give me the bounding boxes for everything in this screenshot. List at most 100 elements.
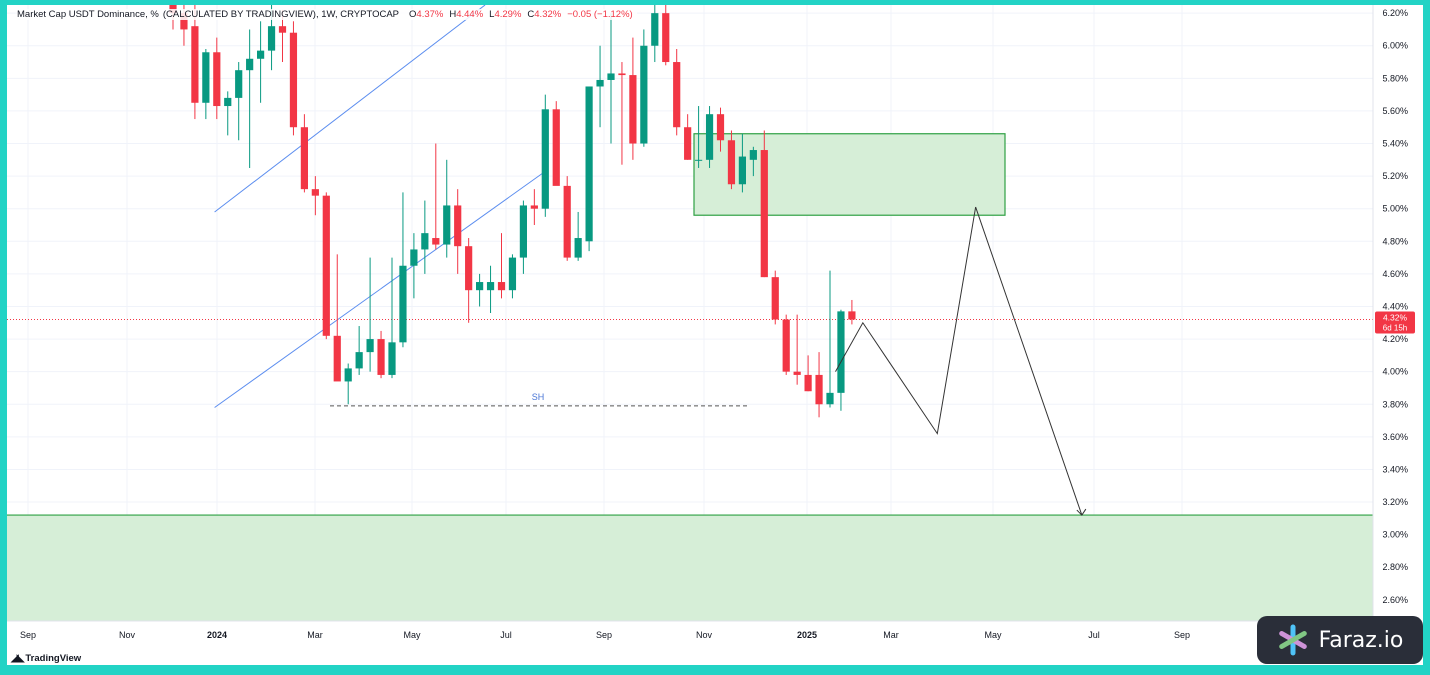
- candle-body: [377, 339, 385, 375]
- candle-body: [815, 374, 823, 405]
- candle-body: [213, 52, 221, 107]
- candle-body: [662, 13, 670, 63]
- candle-body: [289, 32, 298, 128]
- price-tick-label: 5.20%: [1382, 171, 1408, 181]
- price-tick-label: 4.00%: [1382, 367, 1408, 377]
- time-tick-label: Nov: [696, 630, 713, 640]
- price-tick-label: 3.20%: [1382, 497, 1408, 507]
- candle-body: [246, 58, 254, 71]
- close-value: 4.32%: [534, 9, 562, 20]
- candle-body: [782, 319, 790, 372]
- candle-body: [311, 189, 319, 196]
- candle-body: [410, 249, 418, 266]
- tradingview-mark-icon: ◢◣: [11, 653, 24, 664]
- candle-body: [640, 45, 648, 144]
- candle-body: [727, 140, 736, 185]
- candle-body: [476, 282, 484, 291]
- price-tick-label: 4.40%: [1382, 301, 1408, 311]
- tradingview-label: TradingView: [25, 653, 82, 664]
- candle-body: [191, 26, 199, 103]
- projection-path: [835, 206, 1083, 516]
- candle-body: [224, 97, 232, 107]
- price-tick-label: 3.80%: [1382, 399, 1408, 409]
- low-label: L: [489, 9, 495, 20]
- projection-arrowhead: [1076, 508, 1087, 516]
- candle-body: [180, 13, 188, 30]
- candle-body: [267, 26, 276, 51]
- price-tick-label: 2.80%: [1382, 562, 1408, 572]
- candle-body: [684, 127, 692, 160]
- candle-body: [695, 159, 703, 161]
- symbol-source: (CALCULATED BY TRADINGVIEW), 1W, CRYPTOC…: [162, 9, 400, 20]
- candle-body: [486, 282, 495, 291]
- chart-header: Market Cap USDT Dominance, % (CALCULATED…: [17, 9, 637, 20]
- candle-body: [508, 257, 517, 291]
- candle-body: [651, 13, 659, 46]
- candle-body: [344, 368, 352, 382]
- asterisk-logo-icon: [1278, 624, 1307, 656]
- time-tick-label: Jul: [500, 630, 512, 640]
- open-label: O: [409, 9, 417, 20]
- watermark-text: Faraz.io: [1318, 627, 1404, 653]
- chart-frame: SH 6.20% 6.00% 5.80% 5.60% 5.40% 5.20% 5.00% 4.8…: [7, 5, 1423, 665]
- candle-body: [278, 26, 287, 33]
- candle-body: [574, 238, 582, 258]
- time-tick-label: Sep: [1174, 630, 1190, 640]
- candle-body: [705, 114, 714, 160]
- high-label: H: [449, 9, 457, 20]
- price-axis-bg: [1373, 5, 1423, 665]
- last-price-value: 4.32%: [1383, 313, 1408, 323]
- candle-body: [596, 79, 604, 87]
- candle-body: [749, 150, 757, 160]
- price-chart[interactable]: SH 6.20% 6.00% 5.80% 5.60% 5.40% 5.20% 5.00% 4.8…: [7, 5, 1423, 665]
- last-price-badge: [1375, 311, 1415, 334]
- candle-body: [673, 62, 681, 128]
- price-tick-label: 3.00%: [1382, 530, 1408, 540]
- time-tick-label: May: [984, 630, 1002, 640]
- candle-body: [399, 265, 407, 343]
- candle-body: [333, 335, 341, 382]
- close-label: C: [527, 9, 535, 20]
- candle-body: [848, 311, 856, 320]
- candle-body: [716, 114, 725, 141]
- sh-label: SH: [532, 392, 545, 402]
- candle-body: [793, 371, 801, 375]
- time-tick-label: Jul: [1088, 630, 1100, 640]
- candle-body: [837, 311, 845, 393]
- candle-body: [563, 185, 571, 258]
- price-tick-label: 3.60%: [1382, 432, 1408, 442]
- candle-body: [443, 205, 451, 245]
- candle-body: [585, 86, 593, 242]
- price-tick-label: 5.40%: [1382, 139, 1408, 149]
- demand-zone: [7, 515, 1373, 621]
- candle-body: [629, 75, 637, 144]
- candle-body: [257, 50, 265, 59]
- candle-body: [826, 392, 834, 405]
- candle-body: [804, 374, 812, 392]
- faraz-watermark: Faraz.io: [1257, 616, 1423, 664]
- time-tick-label: 2025: [797, 630, 817, 640]
- candle-body: [421, 233, 429, 250]
- candle-body: [497, 282, 506, 291]
- channel-lower-line: [214, 172, 544, 408]
- high-value: 4.44%: [456, 9, 484, 20]
- candle-body: [771, 277, 779, 320]
- candle-body: [760, 150, 768, 278]
- candle-body: [432, 238, 440, 245]
- symbol-title: Market Cap USDT Dominance, %: [17, 9, 159, 20]
- ohlc-readout: O4.37% H4.44% L4.29% C4.32% −0.05 (−1.12…: [409, 9, 633, 20]
- time-tick-label: Mar: [307, 630, 323, 640]
- candle-body: [202, 52, 210, 103]
- candle-body: [738, 156, 746, 185]
- candle-body: [388, 342, 396, 375]
- price-tick-label: 6.00%: [1382, 41, 1408, 51]
- candle-body: [552, 109, 560, 186]
- time-tick-label: Sep: [20, 630, 36, 640]
- price-tick-label: 5.00%: [1382, 204, 1408, 214]
- candle-body: [235, 70, 243, 98]
- time-tick-label: May: [403, 630, 421, 640]
- price-tick-label: 2.60%: [1382, 595, 1408, 605]
- tradingview-logo[interactable]: ◢◣ TradingView: [11, 653, 81, 664]
- price-tick-label: 6.20%: [1382, 8, 1408, 18]
- candle-body: [541, 109, 549, 209]
